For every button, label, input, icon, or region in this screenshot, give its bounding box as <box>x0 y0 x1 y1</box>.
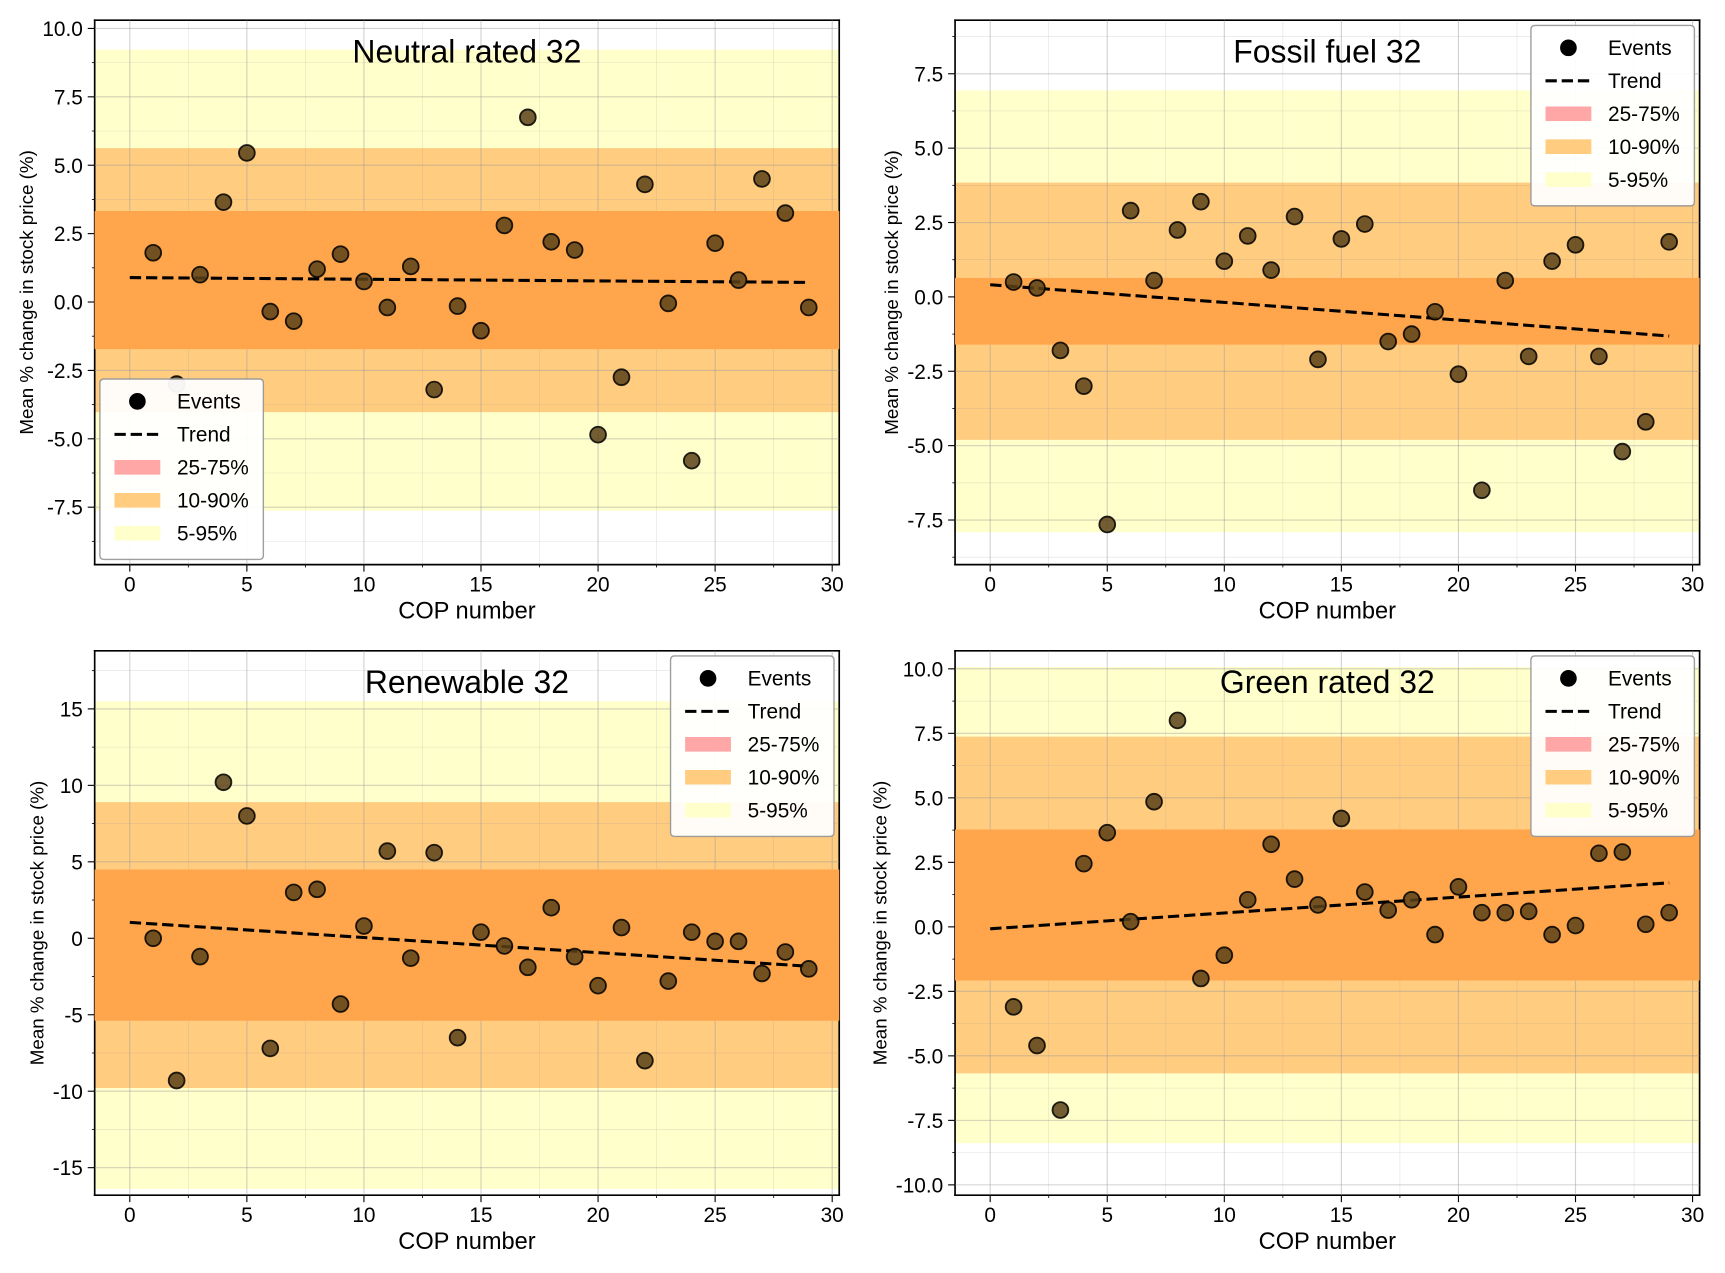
svg-text:15: 15 <box>1330 574 1353 597</box>
svg-text:Events: Events <box>1608 37 1672 60</box>
svg-text:10: 10 <box>1213 574 1236 597</box>
svg-text:0: 0 <box>71 928 83 951</box>
svg-text:-5: -5 <box>64 1004 83 1027</box>
svg-text:10-90%: 10-90% <box>177 490 249 513</box>
svg-text:5: 5 <box>241 1204 253 1227</box>
svg-text:-2.5: -2.5 <box>907 981 943 1004</box>
svg-text:COP number: COP number <box>1259 599 1396 625</box>
svg-text:-2.5: -2.5 <box>47 360 83 383</box>
svg-text:-15: -15 <box>53 1157 83 1180</box>
svg-text:20: 20 <box>586 1204 609 1227</box>
svg-text:-2.5: -2.5 <box>907 361 943 384</box>
svg-text:7.5: 7.5 <box>914 63 943 86</box>
svg-text:30: 30 <box>821 1204 844 1227</box>
svg-text:-5.0: -5.0 <box>907 1045 943 1068</box>
svg-text:25-75%: 25-75% <box>1608 103 1680 126</box>
svg-text:-7.5: -7.5 <box>47 497 83 520</box>
svg-text:10-90%: 10-90% <box>748 767 820 790</box>
svg-text:Events: Events <box>748 668 812 691</box>
svg-text:0: 0 <box>124 1204 136 1227</box>
svg-text:0: 0 <box>984 1204 996 1227</box>
svg-text:10: 10 <box>352 574 375 597</box>
svg-text:5-95%: 5-95% <box>1608 800 1668 823</box>
svg-text:5: 5 <box>71 851 83 874</box>
svg-text:10: 10 <box>1213 1204 1236 1227</box>
svg-text:5: 5 <box>241 574 253 597</box>
svg-text:Trend: Trend <box>1608 701 1662 724</box>
svg-text:5-95%: 5-95% <box>748 800 808 823</box>
svg-text:Fossil fuel 32: Fossil fuel 32 <box>1233 33 1421 69</box>
svg-text:-10.0: -10.0 <box>896 1174 943 1197</box>
svg-text:10-90%: 10-90% <box>1608 767 1680 790</box>
svg-text:10: 10 <box>352 1204 375 1227</box>
svg-text:15: 15 <box>469 1204 492 1227</box>
svg-text:2.5: 2.5 <box>914 212 943 235</box>
svg-text:5-95%: 5-95% <box>177 523 237 546</box>
svg-text:-5.0: -5.0 <box>907 435 943 458</box>
svg-text:2.5: 2.5 <box>54 223 83 246</box>
svg-text:Trend: Trend <box>748 701 802 724</box>
svg-text:5: 5 <box>1101 1204 1113 1227</box>
svg-text:5-95%: 5-95% <box>1608 169 1668 192</box>
svg-text:COP number: COP number <box>398 599 535 625</box>
svg-text:10.0: 10.0 <box>903 658 944 681</box>
svg-text:Mean % change in stock price (: Mean % change in stock price (%) <box>881 150 902 435</box>
svg-text:10-90%: 10-90% <box>1608 136 1680 159</box>
svg-text:Green rated 32: Green rated 32 <box>1220 664 1435 700</box>
svg-text:2.5: 2.5 <box>914 852 943 875</box>
svg-text:-7.5: -7.5 <box>907 510 943 533</box>
svg-text:20: 20 <box>1447 574 1470 597</box>
svg-text:Events: Events <box>177 391 241 414</box>
svg-text:0.0: 0.0 <box>914 916 943 939</box>
svg-text:30: 30 <box>1681 1204 1704 1227</box>
svg-text:Neutral rated 32: Neutral rated 32 <box>352 33 581 69</box>
svg-text:15: 15 <box>60 698 83 721</box>
svg-text:10: 10 <box>60 775 83 798</box>
svg-text:30: 30 <box>1681 574 1704 597</box>
svg-text:0.0: 0.0 <box>54 292 83 315</box>
svg-text:0: 0 <box>984 574 996 597</box>
svg-text:COP number: COP number <box>1259 1229 1396 1255</box>
svg-text:25-75%: 25-75% <box>748 734 820 757</box>
svg-text:7.5: 7.5 <box>54 86 83 109</box>
svg-text:-10: -10 <box>53 1081 83 1104</box>
svg-text:5: 5 <box>1101 574 1113 597</box>
svg-text:Renewable 32: Renewable 32 <box>365 664 569 700</box>
svg-text:-5.0: -5.0 <box>47 428 83 451</box>
svg-text:0.0: 0.0 <box>914 286 943 309</box>
svg-text:0: 0 <box>124 574 136 597</box>
svg-text:COP number: COP number <box>398 1229 535 1255</box>
svg-text:25: 25 <box>1564 574 1587 597</box>
svg-text:15: 15 <box>469 574 492 597</box>
svg-text:Mean % change in stock price (: Mean % change in stock price (%) <box>869 781 890 1066</box>
svg-text:Mean % change in stock price (: Mean % change in stock price (%) <box>26 781 47 1066</box>
svg-text:10.0: 10.0 <box>42 18 83 41</box>
svg-text:25: 25 <box>704 1204 727 1227</box>
svg-text:-7.5: -7.5 <box>907 1110 943 1133</box>
svg-text:25: 25 <box>1564 1204 1587 1227</box>
svg-text:25-75%: 25-75% <box>177 457 249 480</box>
svg-text:20: 20 <box>586 574 609 597</box>
svg-text:30: 30 <box>821 574 844 597</box>
svg-text:Mean % change in stock price (: Mean % change in stock price (%) <box>16 150 37 435</box>
svg-text:15: 15 <box>1330 1204 1353 1227</box>
svg-text:20: 20 <box>1447 1204 1470 1227</box>
svg-text:7.5: 7.5 <box>914 723 943 746</box>
svg-text:25: 25 <box>704 574 727 597</box>
svg-text:Trend: Trend <box>177 424 231 447</box>
svg-text:5.0: 5.0 <box>914 787 943 810</box>
svg-text:5.0: 5.0 <box>54 155 83 178</box>
svg-text:25-75%: 25-75% <box>1608 734 1680 757</box>
svg-text:Events: Events <box>1608 668 1672 691</box>
svg-text:5.0: 5.0 <box>914 138 943 161</box>
svg-text:Trend: Trend <box>1608 70 1662 93</box>
